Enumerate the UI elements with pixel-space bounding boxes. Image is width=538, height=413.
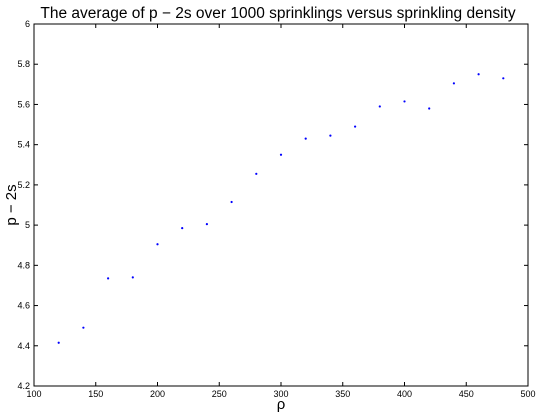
data-point <box>57 341 60 344</box>
data-point <box>329 134 332 137</box>
x-tick-label: 250 <box>212 389 227 399</box>
x-tick-label: 100 <box>26 389 41 399</box>
y-tick-label: 5.6 <box>17 99 30 109</box>
y-tick-label: 5.8 <box>17 59 30 69</box>
data-point <box>403 100 406 103</box>
data-point <box>131 276 134 279</box>
y-axis-ticks: 4.2 4.4 4.6 4.8 5 5.2 5.4 5.6 5.8 6 <box>17 19 528 391</box>
plot-area <box>33 23 529 387</box>
x-tick-label: 500 <box>520 389 535 399</box>
x-tick-label: 350 <box>335 389 350 399</box>
y-tick-label: 5.2 <box>17 180 30 190</box>
data-point <box>428 107 431 110</box>
y-tick-label: 4.4 <box>17 341 30 351</box>
data-point <box>181 227 184 230</box>
data-point <box>502 77 505 80</box>
x-axis-label: ρ <box>277 396 286 413</box>
data-point <box>354 125 357 128</box>
data-point <box>82 326 85 329</box>
data-point <box>156 243 159 246</box>
x-tick-label: 300 <box>273 389 288 399</box>
data-point <box>279 153 283 156</box>
data-point <box>107 277 110 280</box>
data-point <box>477 73 480 76</box>
data-point <box>230 200 233 204</box>
x-tick-label: 200 <box>150 389 165 399</box>
y-tick-label: 4.8 <box>17 260 30 270</box>
data-points <box>57 73 505 344</box>
chart-title: The average of p − 2s over 1000 sprinkli… <box>40 5 515 22</box>
y-tick-label: 5 <box>25 220 30 230</box>
x-tick-label: 150 <box>88 389 103 399</box>
x-axis-ticks: 100 150 200 250 300 350 400 450 500 <box>26 24 536 399</box>
x-tick-label: 450 <box>459 389 474 399</box>
y-tick-label: 4.6 <box>17 301 30 311</box>
data-point <box>255 172 258 175</box>
data-point <box>378 105 381 108</box>
y-axis-label: p − 2s <box>3 184 20 225</box>
x-tick-label: 400 <box>397 389 412 399</box>
data-point <box>304 137 307 140</box>
data-point <box>452 82 455 85</box>
y-tick-label: 5.4 <box>17 140 30 150</box>
y-tick-label: 6 <box>25 19 30 29</box>
data-point <box>205 223 208 226</box>
y-tick-label: 4.2 <box>17 381 30 391</box>
